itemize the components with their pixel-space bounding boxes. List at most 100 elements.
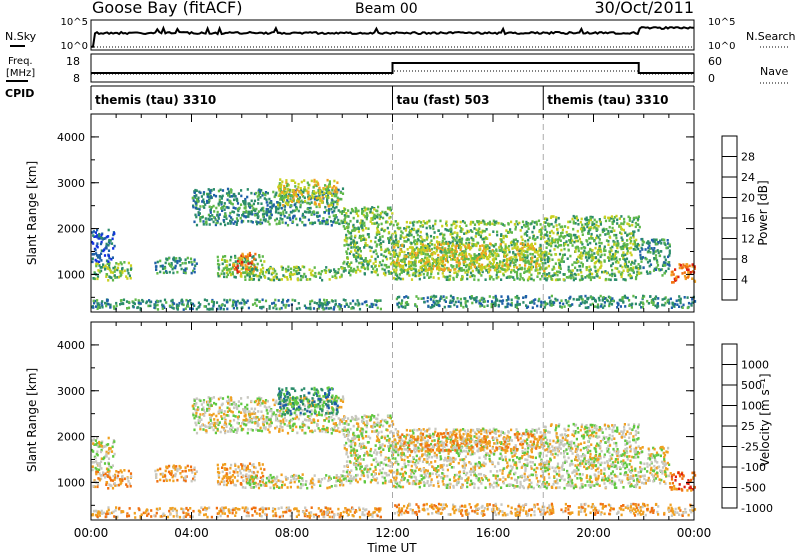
scatter-cell: [170, 262, 173, 265]
scatter-cell: [616, 250, 619, 254]
scatter-cell: [610, 215, 613, 218]
nsky-trace: [91, 25, 694, 48]
scatter-cell: [585, 300, 588, 304]
scatter-cell: [217, 202, 220, 206]
scatter-cell: [469, 222, 472, 226]
scatter-cell: [616, 222, 619, 225]
scatter-cell: [421, 223, 424, 227]
scatter-cell: [486, 244, 489, 247]
scatter-cell: [336, 202, 339, 206]
scatter-cell: [664, 301, 667, 305]
scatter-cell: [460, 239, 463, 243]
scatter-cell: [265, 268, 269, 272]
scatter-cell: [520, 251, 523, 254]
scatter-cell: [98, 264, 101, 267]
scatter-cell: [591, 272, 594, 276]
scatter-cell: [390, 234, 393, 237]
scatter-cell: [506, 268, 509, 272]
scatter-cell: [114, 265, 117, 269]
scatter-cell: [488, 254, 491, 257]
scatter-cell: [262, 215, 265, 218]
scatter-cell: [616, 301, 619, 305]
scatter-cell: [112, 247, 115, 250]
scatter-cell: [171, 298, 174, 302]
scatter-cell: [230, 216, 233, 219]
scatter-cell: [548, 257, 551, 261]
scatter-cell: [256, 269, 259, 272]
scatter-cell: [112, 455, 115, 458]
scatter-cell: [110, 276, 113, 280]
scatter-cell: [628, 247, 631, 250]
scatter-cell: [571, 273, 574, 277]
scatter-cell: [451, 232, 454, 235]
scatter-cell: [296, 278, 300, 282]
scatter-cell: [279, 187, 282, 191]
scatter-cell: [236, 207, 240, 211]
scatter-cell: [544, 303, 547, 307]
scatter-cell: [489, 250, 492, 253]
scatter-cell: [95, 472, 98, 476]
scatter-cell: [126, 477, 129, 480]
scatter-cell: [295, 217, 298, 221]
scatter-cell: [269, 216, 272, 220]
scatter-cell: [433, 296, 436, 299]
scatter-cell: [473, 278, 476, 281]
scatter-cell: [445, 296, 448, 299]
scatter-cell: [623, 217, 626, 221]
scatter-cell: [236, 219, 239, 222]
scatter-cell: [240, 189, 243, 192]
scatter-cell: [374, 260, 377, 263]
scatter-cell: [645, 257, 648, 261]
scatter-cell: [447, 268, 450, 272]
scatter-cell: [586, 297, 589, 301]
scatter-cell: [593, 276, 596, 279]
scatter-cell: [342, 225, 345, 228]
scatter-cell: [428, 276, 431, 279]
scatter-cell: [442, 255, 445, 259]
scatter-cell: [139, 308, 142, 311]
scatter-cell: [116, 474, 120, 478]
scatter-cell: [544, 261, 547, 265]
scatter-cell: [104, 454, 107, 458]
scatter-cell: [653, 240, 656, 244]
scatter-cell: [419, 221, 423, 224]
scatter-cell: [245, 270, 248, 273]
scatter-cell: [445, 228, 449, 232]
scatter-cell: [104, 475, 107, 478]
scatter-cell: [194, 188, 197, 192]
scatter-cell: [268, 307, 271, 310]
scatter-cell: [514, 263, 517, 267]
scatter-cell: [602, 270, 606, 274]
scatter-cell: [156, 308, 160, 311]
scatter-cell: [531, 306, 534, 309]
scatter-cell: [297, 182, 300, 186]
scatter-cell: [517, 268, 520, 271]
scatter-cell: [656, 249, 659, 252]
scatter-cell: [423, 276, 426, 279]
scatter-cell: [513, 223, 516, 226]
scatter-cell: [286, 199, 289, 202]
scatter-cell: [330, 201, 333, 205]
scatter-cell: [325, 303, 328, 307]
scatter-cell: [598, 241, 601, 245]
scatter-cell: [478, 255, 481, 259]
scatter-cell: [340, 273, 343, 277]
scatter-cell: [543, 272, 546, 275]
scatter-cell: [499, 260, 502, 263]
scatter-cell: [408, 225, 411, 229]
scatter-cell: [530, 257, 533, 261]
scatter-cell: [213, 193, 216, 197]
scatter-cell: [580, 241, 583, 244]
scatter-cell: [264, 193, 267, 197]
scatter-cell: [120, 477, 124, 481]
scatter-cell: [525, 304, 528, 307]
scatter-cell: [405, 225, 408, 229]
scatter-cell: [514, 258, 517, 262]
scatter-cell: [217, 268, 221, 271]
scatter-cell: [94, 439, 97, 442]
scatter-cell: [372, 250, 375, 254]
scatter-cell: [328, 185, 331, 188]
scatter-cell: [449, 247, 452, 251]
scatter-cell: [575, 215, 578, 218]
scatter-cell: [546, 277, 549, 280]
